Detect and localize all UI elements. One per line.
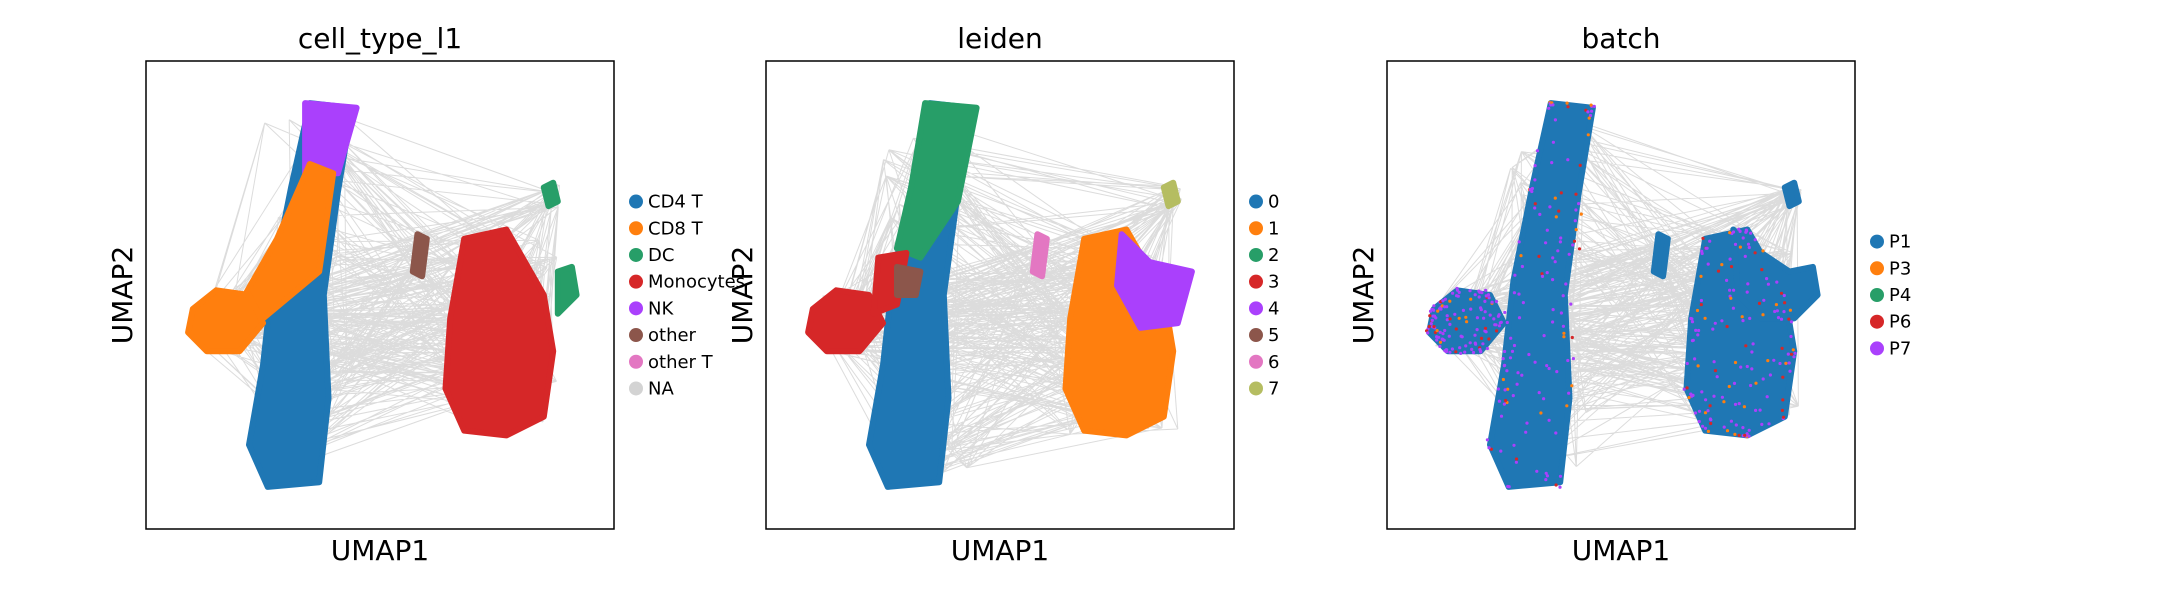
y-axis-label: UMAP2	[106, 246, 139, 345]
cluster-7	[1160, 179, 1181, 210]
legend-marker	[1249, 381, 1263, 396]
legend-marker	[1249, 274, 1263, 289]
cluster-3	[805, 287, 886, 355]
umap-cells	[1425, 100, 1821, 490]
legend-marker	[1870, 314, 1884, 329]
legend-marker	[629, 354, 643, 369]
legend-marker	[1249, 247, 1263, 262]
cluster-dc-tip	[540, 179, 561, 210]
legend-marker	[1249, 194, 1263, 209]
cluster-other	[409, 231, 430, 280]
legend-label: other T	[648, 352, 714, 373]
batch-p1-small	[1650, 231, 1671, 280]
y-axis-label: UMAP2	[726, 246, 759, 345]
plot-frame	[145, 60, 615, 530]
legend-label: Monocytes	[648, 272, 745, 293]
y-axis-label: UMAP2	[1347, 246, 1380, 345]
cluster-5	[894, 263, 924, 298]
legend-marker	[1870, 261, 1884, 276]
legend-label: CD4 T	[648, 192, 704, 213]
cluster-dc	[554, 263, 580, 317]
legend-marker	[629, 247, 643, 262]
legend-label: NK	[648, 298, 674, 319]
legend-label: P3	[1889, 258, 1911, 279]
umap-cells	[185, 100, 580, 490]
legend-label: other	[648, 325, 697, 346]
cluster-monocytes	[442, 226, 557, 439]
legend-marker	[1870, 341, 1884, 356]
legend-label: P6	[1889, 312, 1911, 333]
umap-panel-0: cell_type_l1 UMAP1 UMAP2 CD4 T CD8 T DC Monocy…	[106, 22, 745, 567]
legend-marker	[1249, 301, 1263, 316]
x-axis-label: UMAP1	[1572, 534, 1671, 567]
legend-label: 0	[1268, 192, 1279, 213]
legend-label: CD8 T	[648, 218, 704, 239]
batch-p1-tip	[1781, 179, 1802, 210]
legend-marker	[1249, 328, 1263, 343]
legend-label: 1	[1268, 218, 1279, 239]
legend-label: P7	[1889, 338, 1911, 359]
cluster-4	[1114, 231, 1195, 331]
legend-marker	[629, 221, 643, 236]
plot-frame	[765, 60, 1235, 530]
batch-mixed-cells	[1425, 100, 1797, 489]
umap-panel-2: batch UMAP1 UMAP2 P1 P3 P4 P6 P7	[1347, 22, 1911, 567]
legend: P1 P3 P4 P6 P7	[1870, 232, 1911, 359]
legend-marker	[1249, 354, 1263, 369]
panel-title: leiden	[957, 22, 1043, 55]
cluster-6	[1029, 231, 1050, 280]
panel-title: cell_type_l1	[298, 22, 462, 55]
plot-frame	[1386, 60, 1856, 530]
legend-marker	[1249, 221, 1263, 236]
panel-title: batch	[1581, 22, 1660, 55]
cluster-2	[894, 100, 980, 261]
legend-marker	[629, 274, 643, 289]
legend-label: NA	[648, 378, 674, 399]
legend-label: 3	[1268, 272, 1279, 293]
cluster-cd8-t-left	[185, 287, 266, 355]
legend: 0 1 2 3 4 5 6 7	[1249, 192, 1279, 399]
legend-label: 4	[1268, 298, 1279, 319]
legend: CD4 T CD8 T DC Monocytes NK other other T NA	[629, 192, 745, 399]
x-axis-label: UMAP1	[951, 534, 1050, 567]
legend-label: 6	[1268, 352, 1279, 373]
legend-marker	[629, 194, 643, 209]
legend-marker	[1870, 288, 1884, 302]
legend-label: 7	[1268, 378, 1279, 399]
legend-label: P4	[1889, 285, 1911, 306]
cluster-nk	[302, 100, 360, 177]
legend-marker	[1870, 234, 1884, 249]
umap-panel-1: leiden UMAP1 UMAP2 0 1 2 3 4 5 6 7	[726, 22, 1279, 567]
legend-marker	[629, 301, 643, 316]
legend-marker	[629, 328, 643, 343]
legend-label: 5	[1268, 325, 1279, 346]
umap-cells	[805, 100, 1195, 490]
batch-p1-tcol	[1487, 100, 1596, 490]
legend-marker	[629, 381, 643, 396]
legend-label: P1	[1889, 232, 1911, 253]
legend-label: 2	[1268, 245, 1279, 266]
legend-label: DC	[648, 245, 674, 266]
x-axis-label: UMAP1	[331, 534, 430, 567]
